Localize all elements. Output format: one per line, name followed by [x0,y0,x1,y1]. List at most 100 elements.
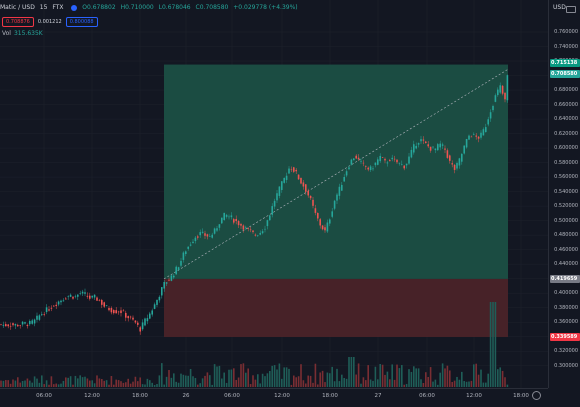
candle-body [451,163,453,165]
volume-bar [343,378,345,387]
candle-body [470,136,473,138]
candle-body [317,213,319,219]
volume-bar [389,379,391,387]
candle-body [391,157,393,160]
candle-body [2,324,5,326]
candle-body [331,211,333,217]
candle-body [137,322,139,325]
gear-icon[interactable] [532,391,541,400]
price-tick-label: 0.380000 [554,304,578,311]
candle-body [218,224,221,228]
volume-bar [365,380,367,387]
candle-body [422,139,425,141]
candle-body [209,236,211,237]
volume-bar [2,380,5,387]
candle-body [273,200,276,207]
volume-bar [456,376,458,387]
candle-body [417,143,420,145]
volume-bar [144,384,146,387]
candle-body [84,292,86,294]
candle-body [108,307,110,311]
candle-body [192,241,194,244]
candle-body [249,229,252,231]
volume-bar [177,382,180,387]
candle-body [173,275,175,278]
volume-bar [221,378,223,387]
volume-bar [499,367,501,387]
sell-button[interactable]: 0.708876 [2,17,34,27]
candle-body [321,225,324,230]
candle-body [283,177,285,183]
candle-body [333,200,336,209]
candle-body [45,307,48,313]
volume-bar [302,380,305,387]
volume-bar [173,373,175,387]
volume-bar [417,368,420,387]
candle-body [36,315,38,320]
candle-body [65,298,67,300]
buy-button[interactable]: 0.800088 [65,17,98,27]
volume-bar [473,364,475,387]
volume-bar [290,384,293,387]
volume-bar [492,302,494,387]
candle-body [225,214,228,217]
price-tick-label: 0.460000 [554,246,578,253]
volume-bar [156,384,158,387]
volume-bar [458,379,461,387]
volume-bar [297,376,300,387]
candle-body [53,305,55,307]
candle-body [312,199,314,206]
volume-bar [494,302,497,387]
candle-body [386,162,389,164]
candle-body [26,324,29,327]
volume-bar [93,383,96,387]
price-axis[interactable]: USD 0.7600000.7400000.7200000.7000000.68… [548,0,580,388]
time-axis[interactable]: 06:00 12:00 18:00 26 06:00 12:00 18:00 27 06:00 1… [0,388,548,407]
interval[interactable]: 15 [39,4,48,11]
volume-bar [120,381,122,387]
time-tick-label: 18:00 [513,393,529,399]
candle-body [201,231,204,233]
volume-legend: Vol 315.635K [2,30,43,37]
volume-bar [422,382,425,387]
alert-icon[interactable] [566,6,576,13]
candle-body [182,252,185,260]
candle-body [189,244,192,246]
volume-bar [470,380,473,387]
candle-body [7,324,9,327]
candle-body [485,127,487,133]
candle-body [101,300,103,305]
volume-bar [127,378,129,387]
candle-body [31,320,33,324]
live-status-icon [71,4,78,11]
candle-body [67,296,69,298]
price-chart[interactable] [0,0,548,388]
candle-body [163,282,165,289]
candle-body [110,308,113,313]
candle-body [81,291,84,294]
volume-bar [17,377,19,387]
profit-zone [164,64,508,279]
volume-bar [139,377,141,387]
volume-bar [132,381,134,387]
volume-bar [163,384,165,387]
volume-bar [372,380,374,387]
stop-price-badge: 0.339589 [550,333,580,342]
symbol-name[interactable]: Matic / USD [0,4,35,11]
candle-body [449,155,451,161]
candle-body [257,235,259,237]
candle-body [19,325,21,326]
volume-bar [101,379,103,387]
volume-bar [391,364,393,387]
volume-bar [333,381,336,387]
volume-bar [137,381,139,387]
candle-body [324,227,326,231]
candle-body [365,165,367,167]
volume-bar [401,365,403,387]
volume-bar [223,372,225,387]
volume-bar [72,384,74,387]
candle-body [206,234,209,237]
candle-body [384,158,386,161]
volume-bar [105,380,108,387]
volume-bar [432,381,434,387]
